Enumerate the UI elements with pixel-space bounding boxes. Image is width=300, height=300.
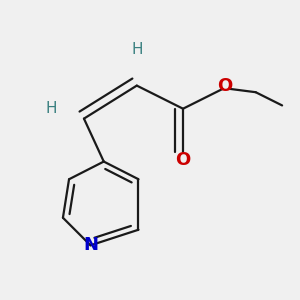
Text: N: N: [83, 236, 98, 254]
Text: H: H: [45, 101, 57, 116]
Text: H: H: [131, 42, 142, 57]
Text: O: O: [176, 151, 190, 169]
Text: O: O: [217, 76, 232, 94]
